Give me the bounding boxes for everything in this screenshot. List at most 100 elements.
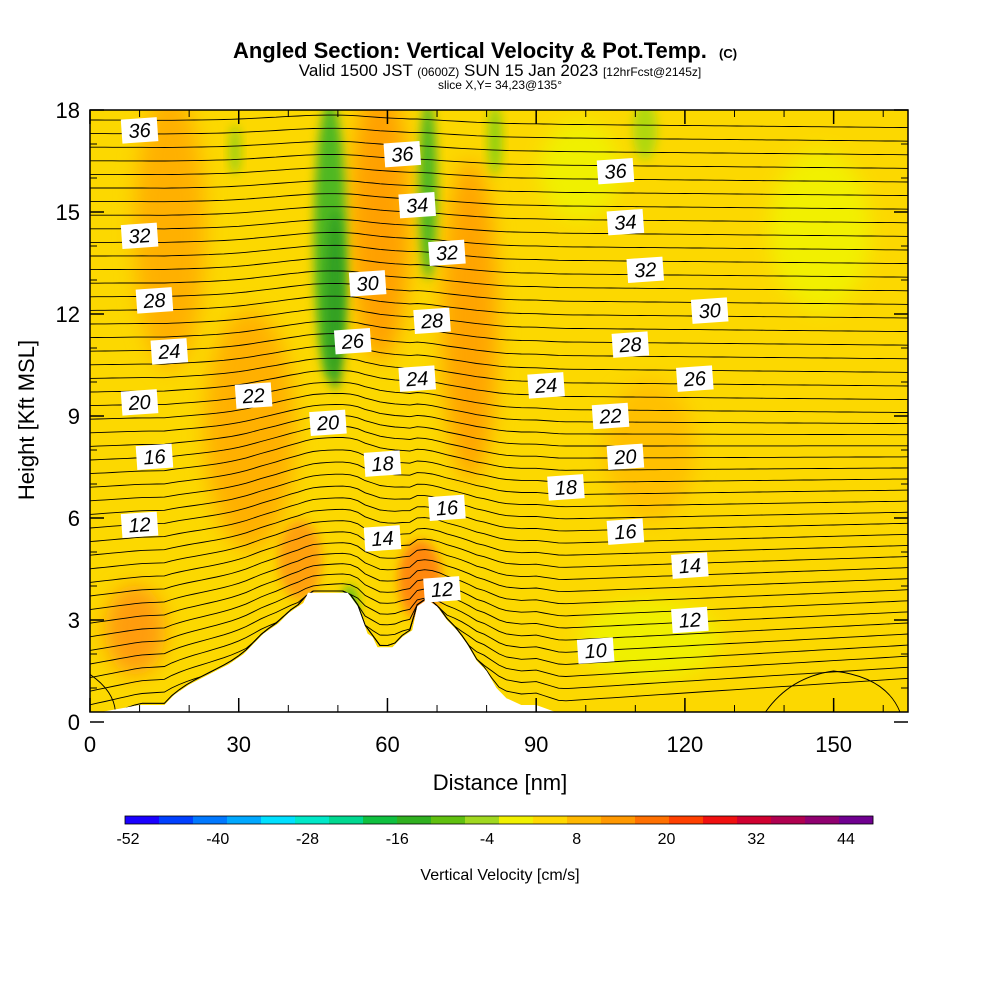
- contour-label: 28: [611, 331, 650, 358]
- colorbar-swatch: [125, 816, 160, 824]
- contour-label-text: 16: [435, 497, 460, 521]
- isentrope-line: [90, 320, 908, 346]
- y-tick-label: 9: [68, 404, 80, 429]
- contour-label-text: 30: [356, 273, 380, 296]
- colorbar-swatch: [771, 816, 806, 824]
- isentrope-line: [90, 415, 908, 447]
- colorbar-swatch: [635, 816, 670, 824]
- contour-label-box: [120, 117, 159, 144]
- x-tick-label: 0: [84, 732, 96, 757]
- contour-label: 28: [413, 307, 451, 335]
- contour-label: 36: [120, 117, 159, 144]
- contour-label-text: 36: [604, 160, 629, 184]
- contour-label-text: 32: [128, 225, 152, 248]
- contour-label: 18: [547, 474, 585, 501]
- colorbar-swatch: [669, 816, 704, 824]
- plot-frame: [89, 109, 909, 713]
- chart-subtitle: Valid 1500 JST (0600Z) SUN 15 Jan 2023 […: [299, 61, 701, 80]
- isentrope-line: [90, 590, 908, 692]
- contour-label: 32: [626, 256, 665, 284]
- contour-label-text: 30: [698, 300, 722, 323]
- contour-label-box: [398, 365, 436, 392]
- isentrope-line: [90, 590, 908, 679]
- colorbar-swatch: [499, 816, 534, 824]
- contour-label: 36: [596, 157, 635, 185]
- x-axis-title: Distance [nm]: [433, 770, 568, 795]
- contour-label-text: 28: [419, 310, 444, 334]
- colorbar-swatch: [601, 816, 636, 824]
- isentrope-line: [90, 497, 908, 543]
- contour-label: 22: [234, 382, 273, 409]
- contour-label-box: [547, 474, 585, 501]
- contour-label-text: 10: [584, 640, 608, 663]
- isentrope-line: [90, 114, 908, 129]
- contour-label: 26: [333, 327, 372, 355]
- contour-label-box: [348, 270, 387, 297]
- isentrope-line: [90, 381, 908, 413]
- colorbar-frame: [124, 815, 874, 825]
- contour-label-box: [120, 389, 159, 416]
- x-tick-label: 120: [667, 732, 704, 757]
- isentrope-line: [90, 257, 908, 278]
- isentrope-line: [90, 345, 908, 373]
- isentrope-line: [90, 485, 908, 529]
- isentrope-line: [90, 520, 908, 570]
- contour-label-box: [135, 443, 174, 471]
- contour-label-box: [428, 494, 466, 522]
- contour-label-box: [423, 576, 461, 603]
- colorbar-tick-label: -16: [386, 831, 409, 848]
- contour-label-text: 14: [371, 528, 395, 551]
- colorbar-swatch: [363, 816, 398, 824]
- contour-label-text: 26: [340, 330, 366, 354]
- colorbar-tick-label: -40: [206, 831, 229, 848]
- contour-label-text: 12: [678, 609, 702, 632]
- contour-label-box: [309, 409, 347, 437]
- x-tick-label: 90: [524, 732, 548, 757]
- x-tick-label: 60: [375, 732, 399, 757]
- contour-label: 16: [606, 518, 645, 545]
- contour-label-box: [428, 239, 466, 267]
- colorbar-swatch: [329, 816, 364, 824]
- contour-label: 28: [135, 287, 174, 314]
- contour-label: 32: [120, 222, 159, 250]
- contour-label: 12: [120, 511, 159, 539]
- contour-label: 14: [363, 525, 402, 552]
- isentrope-line: [90, 270, 908, 292]
- contour-label-text: 16: [614, 521, 639, 545]
- colorbar-swatch: [465, 816, 500, 824]
- isentrope-line: [90, 140, 908, 156]
- y-tick-label: 12: [56, 302, 80, 327]
- contour-label-box: [626, 256, 665, 284]
- contour-label: 26: [676, 365, 714, 392]
- colorbar-swatch: [193, 816, 228, 824]
- contour-label-text: 18: [554, 477, 578, 500]
- colorbar-tick-label: 44: [837, 831, 855, 848]
- y-tick-label: 6: [68, 506, 80, 531]
- isentrope-line: [90, 244, 908, 265]
- colorbar-swatch: [159, 816, 194, 824]
- contour-label-text: 12: [430, 579, 454, 602]
- colorbar-swatch: [261, 816, 296, 824]
- contour-labels: 36 36 36 34 34 32 32 32 30 30 28 28 28 26 26 24 24 24 22 22…: [120, 117, 729, 664]
- contour-label-box: [606, 208, 645, 236]
- isentrope-line: [90, 508, 908, 556]
- isentrope-line: [90, 127, 908, 142]
- contour-label-text: 28: [618, 334, 643, 358]
- contour-label-text: 34: [614, 211, 638, 234]
- contour-label-box: [591, 402, 630, 430]
- isentrope-line: [90, 542, 908, 597]
- isentrope-line: [90, 357, 908, 387]
- contour-label-text: 12: [128, 514, 152, 537]
- isentrope-line: [90, 392, 908, 425]
- y-axis-title: Height [Kft MSL]: [14, 340, 39, 500]
- contour-label-text: 36: [128, 120, 153, 144]
- contour-label: 20: [120, 389, 159, 416]
- contour-label-text: 14: [678, 555, 702, 578]
- contour-label-text: 28: [142, 290, 167, 314]
- isentrope-line: [90, 232, 908, 251]
- isentrope-line: [90, 193, 908, 210]
- colorbar-tick-label: -52: [116, 831, 139, 848]
- contour-label-box: [527, 372, 565, 399]
- contour-label: 10: [576, 637, 615, 664]
- y-tick-label: 0: [68, 710, 80, 735]
